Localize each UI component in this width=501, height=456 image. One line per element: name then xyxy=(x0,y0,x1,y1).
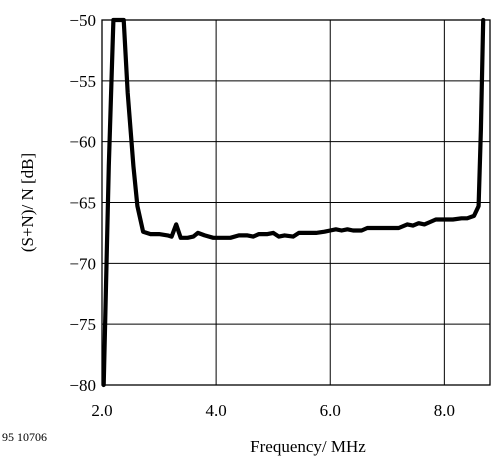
y-tick-label: −70 xyxy=(69,254,96,273)
y-tick-label: −60 xyxy=(69,133,96,152)
x-tick-label: 8.0 xyxy=(434,401,455,420)
x-tick-label: 4.0 xyxy=(205,401,226,420)
series-line xyxy=(101,17,486,388)
y-tick-label: −75 xyxy=(69,315,96,334)
y-tick-label: −50 xyxy=(69,11,96,30)
figure-code: 95 10706 xyxy=(2,430,47,444)
x-axis-title: Frequency/ MHz xyxy=(250,437,366,456)
x-tick-label: 2.0 xyxy=(91,401,112,420)
y-axis-title: (S+N)/ N [dB] xyxy=(18,153,37,252)
x-tick-label: 6.0 xyxy=(320,401,341,420)
y-tick-label: −55 xyxy=(69,72,96,91)
y-tick-label: −80 xyxy=(69,376,96,395)
y-tick-label: −65 xyxy=(69,194,96,213)
plot-frame xyxy=(101,19,491,386)
y-tick-labels: −50 −55 −60 −65 −70 −75 −80 xyxy=(69,11,96,395)
grid xyxy=(101,19,490,386)
x-tick-labels: 2.0 4.0 6.0 8.0 xyxy=(91,401,455,420)
